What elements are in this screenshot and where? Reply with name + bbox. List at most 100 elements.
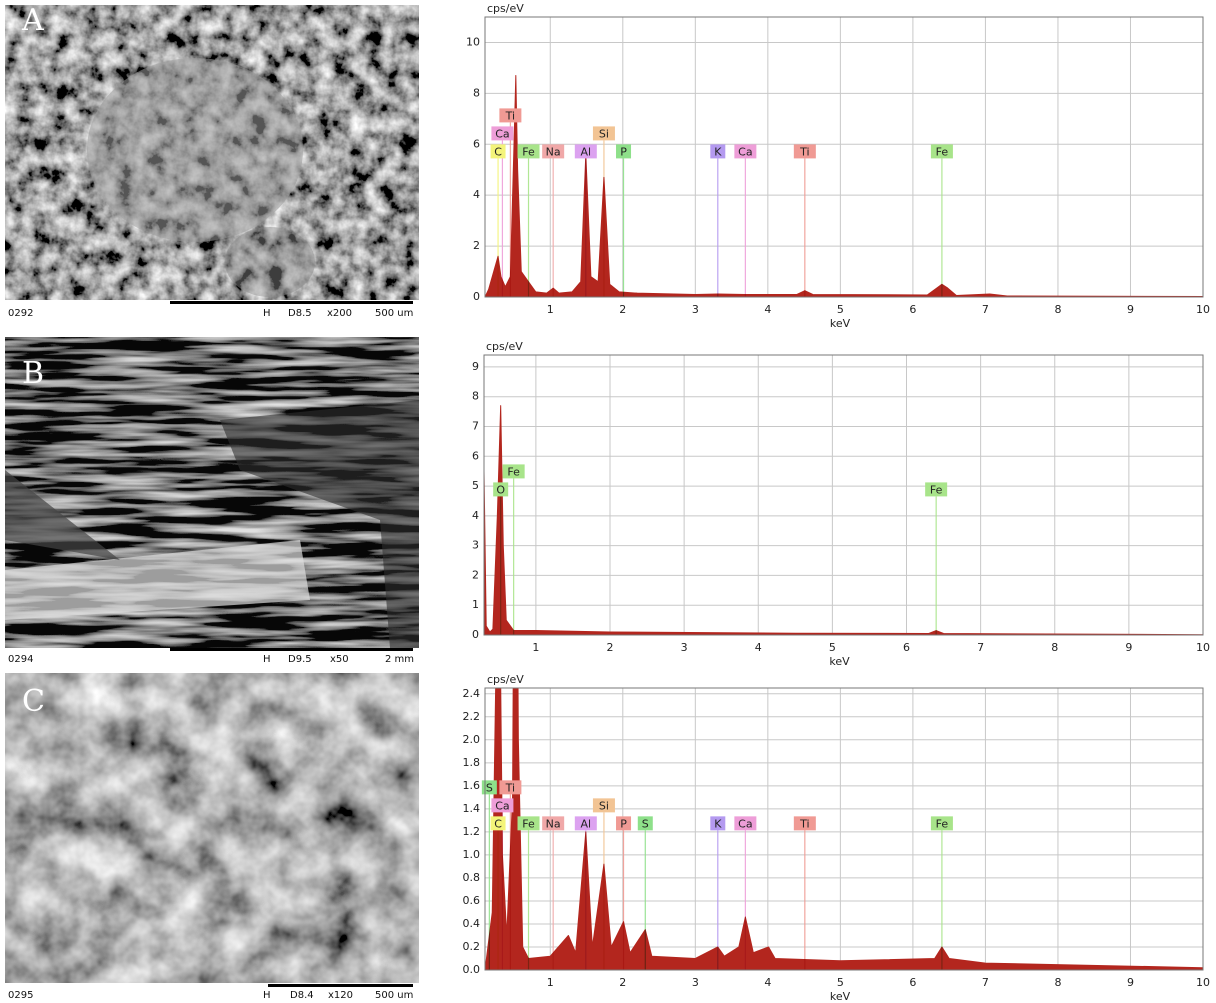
scale-bar [268, 984, 413, 987]
image-detector: D9.5 [288, 654, 312, 665]
y-axis-label: cps/eV [487, 2, 524, 15]
element-label: Ti [505, 109, 515, 122]
x-tick-label: 9 [1127, 303, 1134, 316]
element-label: S [642, 817, 649, 830]
image-id: 0295 [8, 990, 33, 1001]
element-label: Fe [930, 483, 943, 496]
element-label: Ti [799, 145, 809, 158]
x-tick-label: 3 [692, 303, 699, 316]
y-tick-label: 8 [472, 390, 479, 403]
x-tick-label: 3 [692, 976, 699, 989]
element-label: Al [581, 145, 592, 158]
y-tick-label: 0 [472, 628, 479, 641]
element-label: Al [581, 817, 592, 830]
image-magnification: x200 [327, 308, 352, 319]
y-tick-label: 7 [472, 419, 479, 432]
y-tick-label: 0.2 [463, 940, 481, 953]
x-tick-label: 4 [764, 976, 771, 989]
element-label: Na [546, 817, 561, 830]
y-axis-label: cps/eV [487, 673, 524, 686]
element-label: C [494, 145, 502, 158]
x-tick-label: 10 [1196, 303, 1210, 316]
y-tick-label: 2 [473, 239, 480, 252]
y-tick-label: 0.4 [463, 917, 481, 930]
y-tick-label: 1 [472, 598, 479, 611]
element-label: S [486, 781, 493, 794]
figure: A 0292 H D8.5 x200 500 um B 0294 H D9.5 … [0, 0, 1216, 1003]
element-label: Si [599, 799, 609, 812]
y-tick-label: 1.8 [463, 756, 481, 769]
x-tick-label: 9 [1127, 976, 1134, 989]
panel-letter: B [22, 356, 44, 391]
element-label: Fe [507, 465, 520, 478]
y-tick-label: 5 [472, 479, 479, 492]
panel-letter: A [21, 3, 44, 38]
image-id: 0292 [8, 308, 33, 319]
element-label: Ca [738, 817, 752, 830]
image-detector: D8.5 [288, 308, 312, 319]
y-tick-label: 6 [472, 449, 479, 462]
image-id: 0294 [8, 654, 33, 665]
element-label: Ti [505, 781, 515, 794]
x-tick-label: 10 [1196, 641, 1210, 654]
y-tick-label: 0 [473, 290, 480, 303]
x-axis-label: keV [830, 990, 851, 1003]
y-tick-label: 2.2 [463, 710, 481, 723]
sem-image [5, 5, 419, 300]
element-label: Ca [495, 127, 509, 140]
element-label: Fe [522, 145, 535, 158]
element-label: K [714, 817, 722, 830]
element-label: Ca [738, 145, 752, 158]
y-tick-label: 4 [472, 509, 479, 522]
element-label: C [494, 817, 502, 830]
image-scale: 500 um [375, 308, 413, 319]
element-label: Fe [522, 817, 535, 830]
element-label: P [620, 145, 627, 158]
element-label: Ti [799, 817, 809, 830]
x-tick-label: 8 [1054, 303, 1061, 316]
x-tick-label: 8 [1051, 641, 1058, 654]
y-tick-label: 6 [473, 137, 480, 150]
image-magnification: x120 [328, 990, 353, 1001]
y-tick-label: 1.2 [463, 825, 481, 838]
x-tick-label: 6 [909, 976, 916, 989]
y-axis-label: cps/eV [486, 340, 523, 353]
x-tick-label: 5 [837, 303, 844, 316]
x-tick-label: 5 [829, 641, 836, 654]
image-mode: H [263, 308, 271, 319]
sem-image [5, 337, 420, 648]
x-tick-label: 3 [681, 641, 688, 654]
y-tick-label: 0.0 [463, 963, 481, 976]
x-tick-label: 2 [607, 641, 614, 654]
y-tick-label: 0.6 [463, 894, 481, 907]
x-tick-label: 5 [837, 976, 844, 989]
x-tick-label: 9 [1125, 641, 1132, 654]
y-tick-label: 1.6 [463, 779, 481, 792]
x-tick-label: 1 [547, 303, 554, 316]
y-tick-label: 2.4 [463, 687, 481, 700]
scale-bar [170, 301, 413, 304]
image-magnification: x50 [330, 654, 349, 665]
element-label: O [496, 483, 505, 496]
y-tick-label: 2 [472, 568, 479, 581]
x-tick-label: 8 [1054, 976, 1061, 989]
x-tick-label: 4 [755, 641, 762, 654]
y-tick-label: 10 [466, 35, 480, 48]
scale-bar [170, 648, 413, 651]
image-detector: D8.4 [290, 990, 314, 1001]
x-tick-label: 4 [764, 303, 771, 316]
element-label: Fe [936, 145, 949, 158]
x-tick-label: 10 [1196, 976, 1210, 989]
y-tick-label: 4 [473, 188, 480, 201]
element-label: Si [599, 127, 609, 140]
x-tick-label: 1 [547, 976, 554, 989]
y-tick-label: 3 [472, 539, 479, 552]
y-tick-label: 1.4 [463, 802, 481, 815]
x-tick-label: 7 [977, 641, 984, 654]
panel-letter: C [22, 684, 45, 719]
element-label: Na [546, 145, 561, 158]
y-tick-label: 9 [472, 360, 479, 373]
x-tick-label: 7 [982, 303, 989, 316]
element-label: K [714, 145, 722, 158]
element-label: P [620, 817, 627, 830]
